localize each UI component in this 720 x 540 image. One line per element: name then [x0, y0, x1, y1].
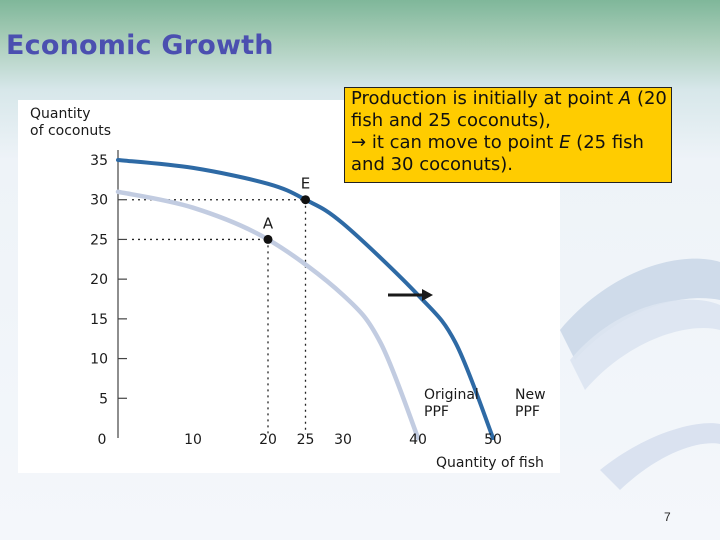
point-a-label: A — [263, 214, 274, 232]
callout-text-3: it can move to point — [366, 132, 560, 153]
callout-point-a: A — [618, 88, 632, 109]
axes — [117, 150, 127, 438]
x-tick-label: 40 — [409, 432, 427, 448]
y-tick-label: 10 — [90, 352, 108, 368]
y-axis-label-line2: of coconuts — [30, 123, 111, 139]
point-a-marker — [263, 234, 273, 244]
y-tick-label: 25 — [90, 232, 108, 248]
y-axis-label-line1: Quantity — [30, 106, 91, 122]
callout-point-e: E — [559, 132, 571, 153]
point-e-marker — [301, 195, 310, 205]
callout-text-2: (20 fish and 25 coconuts), — [351, 88, 667, 131]
shift-arrow-head — [422, 289, 433, 302]
original-ppf-label-line: Original — [424, 387, 479, 403]
original-ppf-curve — [115, 189, 421, 441]
slide-title: Economic Growth — [6, 30, 274, 61]
page-number: 7 — [664, 510, 671, 524]
callout-text-1: Production is initially at point — [351, 88, 619, 109]
callout-text-4: (25 fish and 30 coconuts). — [351, 132, 644, 175]
production-points: AE — [263, 175, 310, 244]
x-tick-label: 25 — [297, 432, 315, 448]
callout-arrow-icon: → — [351, 132, 367, 153]
y-axis-label: Quantity of coconuts — [30, 106, 111, 139]
y-tick-label: 20 — [90, 272, 108, 288]
original-ppf-label-line: PPF — [424, 404, 449, 420]
tick-labels: 5 10 15 20 25 30 35 0 10 20 25 30 40 50 — [90, 153, 502, 448]
x-axis-label: Quantity of fish — [436, 455, 544, 471]
y-tick-label: 30 — [90, 193, 108, 209]
x-tick-label: 0 — [98, 432, 107, 448]
x-tick-label: 50 — [484, 432, 502, 448]
new-ppf-label-line: New — [515, 387, 546, 403]
y-tick-label: 5 — [99, 391, 108, 407]
x-tick-label: 10 — [184, 432, 202, 448]
ppf-curves — [115, 158, 495, 441]
x-tick-label: 30 — [334, 432, 352, 448]
y-tick-label: 35 — [90, 153, 108, 169]
new-ppf-label-line: PPF — [515, 404, 540, 420]
y-tick-label: 15 — [90, 312, 108, 328]
x-tick-label: 20 — [259, 432, 277, 448]
explanation-callout: Production is initially at point A (20 f… — [344, 87, 672, 183]
ppf-chart: Quantity of coconuts Quantity of fish AE… — [30, 106, 546, 471]
new-ppf-curve — [116, 158, 495, 440]
guide-lines — [132, 199, 307, 434]
point-e-label: E — [301, 175, 310, 193]
